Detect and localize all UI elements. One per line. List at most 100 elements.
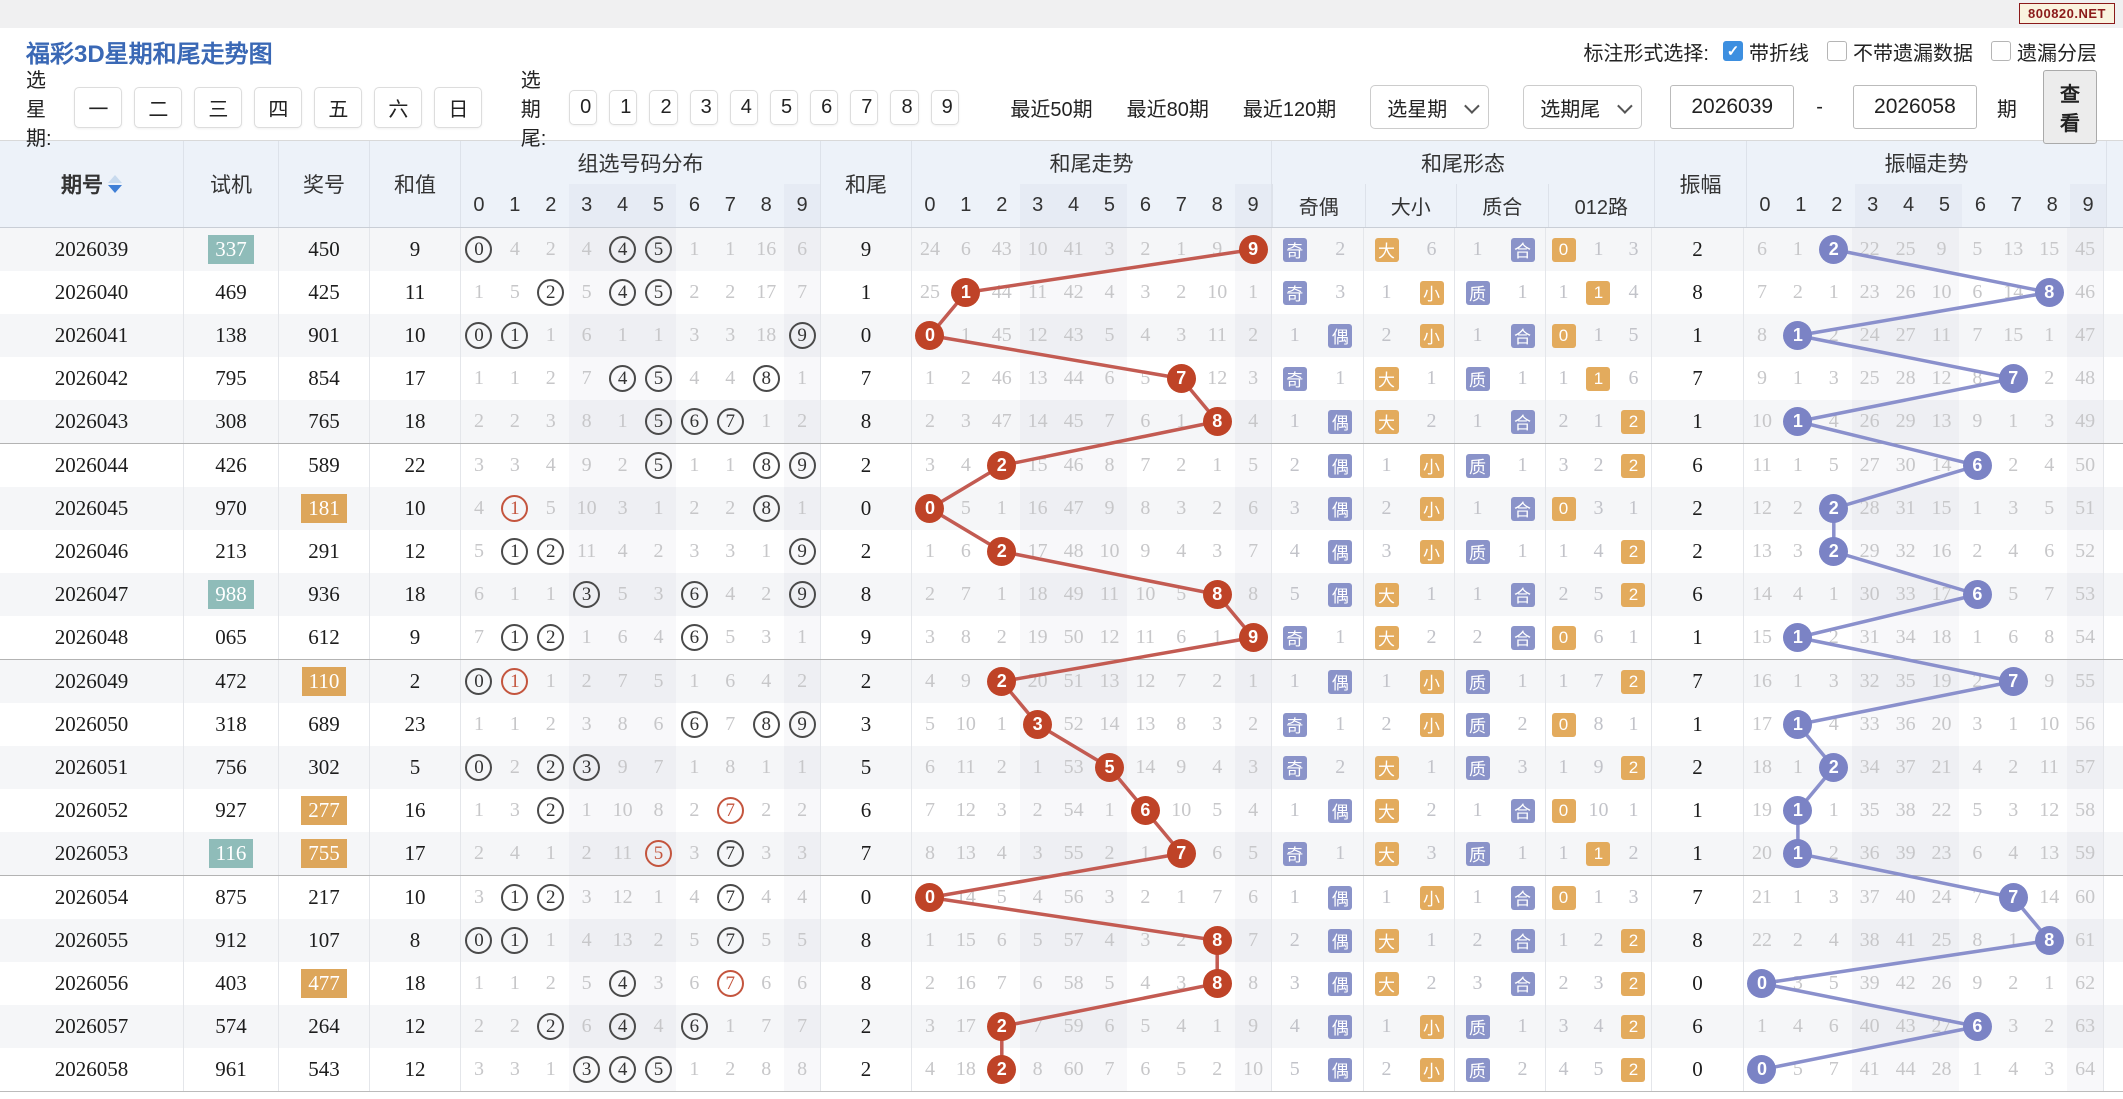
- zhenfu-cell: 6: [1652, 444, 1744, 487]
- trend-grid: 2 16 7 6 58 5 4 3 8 8: [912, 962, 1272, 1005]
- trend-cell: 3: [1091, 228, 1128, 271]
- shiji-cell: 795: [184, 357, 279, 400]
- form-badge-奇: 奇: [1282, 237, 1307, 262]
- dist-cell: 5: [533, 487, 569, 530]
- tail-button-5[interactable]: 5: [769, 89, 799, 125]
- annotation-option-2[interactable]: 遗漏分层: [1991, 37, 2097, 66]
- trend-cell: 1: [1780, 400, 1816, 443]
- hewei-cell: 7: [821, 357, 912, 400]
- jiou-cell: 偶: [1318, 573, 1364, 616]
- recent-range-link-2[interactable]: 最近120期: [1242, 98, 1337, 121]
- issue-to-input[interactable]: [1852, 85, 1977, 129]
- tail-button-3[interactable]: 3: [689, 89, 718, 125]
- trend-cell: 26: [1851, 400, 1888, 443]
- miss-count: 13: [1931, 410, 1952, 432]
- tail-button-6[interactable]: 6: [810, 89, 839, 125]
- miss-count: 1: [1792, 670, 1803, 692]
- week-button-三[interactable]: 三: [194, 86, 243, 128]
- miss-count: 6: [960, 540, 971, 562]
- recent-range-link-0[interactable]: 最近50期: [1010, 98, 1093, 121]
- tail-button-1[interactable]: 1: [609, 89, 638, 125]
- dist-cell: 0: [461, 314, 497, 357]
- hewei-circle: 2: [987, 451, 1017, 480]
- lu-badge: 2: [1621, 539, 1646, 564]
- jiou-cell: 偶: [1318, 487, 1364, 530]
- miss-count: 4: [761, 886, 772, 908]
- checkbox-unchecked-icon[interactable]: [1827, 41, 1847, 61]
- col-zhenfu: 振幅: [1655, 141, 1747, 227]
- lu-sub-cell: 4: [1546, 1048, 1581, 1091]
- dist-cell: 4: [604, 228, 641, 271]
- checkbox-unchecked-icon[interactable]: [1991, 41, 2011, 61]
- miss-count: 27: [1895, 324, 1916, 346]
- miss-count: 1: [473, 799, 484, 821]
- hewei-cell: 9: [821, 228, 912, 271]
- dist-cell: 2: [676, 487, 712, 530]
- tail-button-4[interactable]: 4: [729, 89, 758, 125]
- week-button-五[interactable]: 五: [314, 86, 363, 128]
- header-col-zh: 质合: [1456, 184, 1548, 227]
- trend-cell: 10: [1127, 573, 1163, 616]
- zhenfu-circle: 6: [1962, 580, 1992, 609]
- dist-cell: 2: [461, 400, 497, 443]
- miss-count: 3: [1104, 886, 1115, 908]
- trend-cell: 12: [1019, 314, 1056, 357]
- col-issue-label[interactable]: 期号: [0, 141, 183, 227]
- trend-cell: 7: [1163, 832, 1199, 875]
- dist-cell: 4: [640, 1005, 677, 1048]
- dist-cell: 2: [497, 400, 533, 443]
- zhihe-cell: 质: [1455, 271, 1500, 314]
- dist-grid: 4 1 5 10 3 1 2 2 8 1: [461, 487, 821, 530]
- week-button-四[interactable]: 四: [254, 86, 303, 128]
- miss-count: 41: [1895, 929, 1916, 951]
- form-miss: 2: [1593, 929, 1604, 951]
- trend-cell: 1: [1163, 228, 1199, 271]
- form-miss: 1: [1426, 929, 1437, 951]
- issue-cell: 2026049: [0, 660, 184, 703]
- form-miss: 4: [1628, 281, 1639, 303]
- miss-count: 5: [545, 497, 556, 519]
- trend-cell: 6: [1091, 1005, 1128, 1048]
- week-button-一[interactable]: 一: [74, 86, 123, 128]
- tail-button-7[interactable]: 7: [850, 89, 879, 125]
- lu-sub-cell: 3: [1546, 444, 1581, 487]
- miss-count: 4: [581, 238, 592, 260]
- week-button-日[interactable]: 日: [434, 86, 483, 128]
- sort-icon[interactable]: [108, 175, 122, 193]
- select-tail-dropdown[interactable]: 选期尾: [1523, 85, 1643, 129]
- tail-button-9[interactable]: 9: [930, 89, 959, 125]
- recent-range-link-1[interactable]: 最近80期: [1126, 98, 1209, 121]
- tail-button-8[interactable]: 8: [890, 89, 919, 125]
- miss-count: 6: [1212, 842, 1223, 864]
- lu-sub-cell: 1: [1546, 530, 1581, 573]
- dist-cell: 7: [712, 919, 748, 962]
- issue-cell: 2026047: [0, 573, 184, 616]
- col-hewei-trend-digit-0: 0: [924, 194, 936, 216]
- annotation-option-1[interactable]: 不带遗漏数据: [1827, 37, 1973, 66]
- issue-from-input[interactable]: [1670, 85, 1795, 129]
- lu-sub-cell: 1: [1546, 832, 1581, 875]
- select-week-dropdown[interactable]: 选星期: [1370, 85, 1490, 129]
- checkbox-checked-icon[interactable]: ✓: [1723, 41, 1743, 61]
- jiang-cell: 450: [279, 228, 370, 271]
- jiang-cell: 543: [279, 1048, 370, 1091]
- miss-count: 45: [991, 324, 1012, 346]
- tail-button-2[interactable]: 2: [649, 89, 678, 125]
- miss-count: 1: [1140, 842, 1151, 864]
- zhenfu-cell: 1: [1652, 789, 1744, 832]
- miss-count: 2: [1212, 497, 1223, 519]
- week-button-六[interactable]: 六: [374, 86, 423, 128]
- miss-count: 58: [1063, 972, 1084, 994]
- trend-cell: 16: [1019, 487, 1056, 530]
- hewei-cell: 8: [821, 400, 912, 443]
- annotation-option-0[interactable]: ✓ 带折线: [1723, 37, 1809, 66]
- miss-count: 47: [991, 410, 1012, 432]
- week-button-二[interactable]: 二: [134, 86, 183, 128]
- tail-button-0[interactable]: 0: [569, 89, 598, 125]
- dist-cell: 3: [676, 530, 712, 573]
- view-button[interactable]: 查看: [2042, 70, 2098, 144]
